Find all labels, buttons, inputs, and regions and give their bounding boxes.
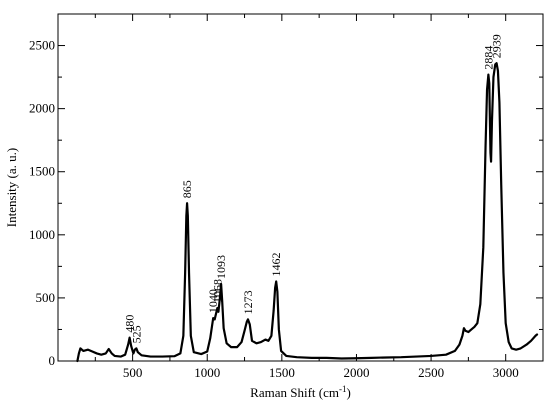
- y-tick-label: 2500: [29, 38, 55, 53]
- peak-label: 865: [180, 180, 194, 198]
- peak-label: 525: [129, 325, 143, 343]
- peak-label: 1462: [269, 253, 283, 277]
- peak-label: 1040: [206, 289, 220, 313]
- peak-label: 1093: [214, 255, 228, 279]
- y-tick-label: 500: [36, 290, 56, 305]
- x-tick-label: 2000: [343, 365, 369, 380]
- y-tick-label: 0: [49, 353, 56, 368]
- plot-area: [57, 13, 544, 362]
- plot-frame: [57, 13, 544, 362]
- x-axis-title-suffix: ): [346, 385, 350, 400]
- peak-label: 480: [123, 315, 137, 333]
- peak-label: 2884: [481, 46, 495, 70]
- spectrum-line: [76, 62, 539, 363]
- x-tick-label: 2500: [418, 365, 444, 380]
- x-axis-title-superscript: -1: [339, 384, 347, 394]
- y-tick-label: 2000: [29, 101, 55, 116]
- x-tick-label: 1500: [269, 365, 295, 380]
- axis-tick-labels: 500 1000 1500 2000 2500 3000 0 500 1000 1500 2000 2…: [29, 38, 519, 380]
- y-tick-label: 1000: [29, 227, 55, 242]
- y-tick-label: 1500: [29, 164, 55, 179]
- peak-label: 1273: [241, 290, 255, 314]
- x-tick-label: 500: [123, 365, 143, 380]
- axis-ticks: [58, 14, 543, 362]
- x-axis-title: Raman Shift (cm-1): [250, 384, 351, 400]
- series-layer: [76, 62, 539, 363]
- x-tick-label: 1000: [194, 365, 220, 380]
- peak-label: 1068: [210, 279, 224, 303]
- x-tick-label: 3000: [493, 365, 519, 380]
- x-axis-title-main: Raman Shift (cm: [250, 385, 339, 400]
- peak-label: 2939: [490, 34, 504, 58]
- y-axis-title: Intensity (a. u.): [4, 148, 19, 227]
